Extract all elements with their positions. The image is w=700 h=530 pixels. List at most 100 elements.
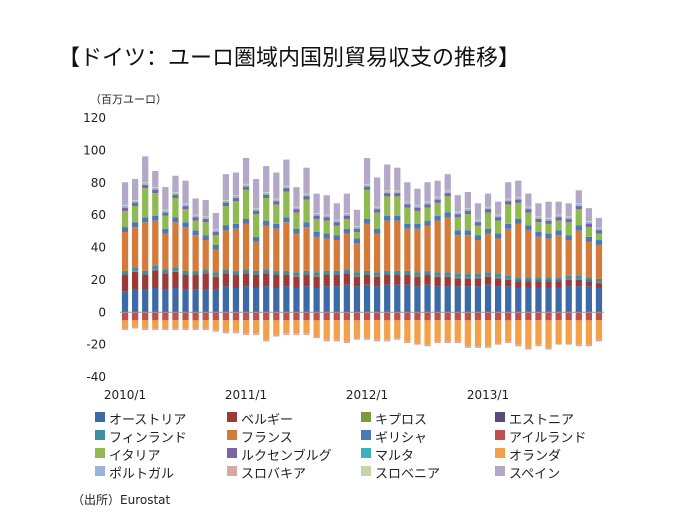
bar-segment (404, 204, 411, 208)
bar-segment (535, 218, 542, 220)
bar-segment (454, 274, 461, 278)
bar-segment (535, 216, 542, 218)
bar-segment (495, 343, 502, 345)
bar-segment (333, 286, 340, 313)
bar-segment (353, 226, 361, 229)
bar-segment (585, 221, 592, 224)
bar-segment (293, 207, 300, 209)
bar-segment (464, 320, 471, 347)
bar-segment (142, 183, 149, 185)
bar-segment (121, 231, 129, 271)
bar-segment (212, 289, 219, 313)
legend-label: オーストリア (109, 413, 187, 428)
bar-segment (555, 235, 562, 278)
bar-segment (273, 228, 280, 271)
bar-segment (585, 281, 592, 287)
bar-segment (363, 189, 371, 220)
bar-segment (162, 212, 169, 213)
bar-segment (343, 269, 350, 273)
bar-segment (565, 286, 572, 313)
bar-segment (484, 276, 492, 285)
bar-segment (484, 320, 492, 347)
bar-segment (535, 236, 542, 278)
bar-segment (343, 272, 350, 274)
bar-segment (525, 225, 532, 231)
bar-segment (283, 312, 290, 321)
bar-segment (555, 281, 562, 282)
bar-segment (555, 320, 562, 343)
bar-segment (152, 187, 159, 188)
bar-segment (152, 189, 159, 194)
bar-segment (374, 286, 381, 313)
bar-segment (172, 287, 179, 313)
bar-segment (313, 215, 320, 220)
bar-segment (535, 217, 542, 219)
bar-segment (333, 221, 340, 223)
bar-segment (222, 272, 229, 274)
bar-segment (444, 275, 451, 277)
bar-segment (525, 277, 532, 281)
bar-segment (293, 212, 300, 229)
bar-segment (273, 274, 280, 275)
bar-segment (404, 201, 411, 203)
bar-segment (232, 197, 240, 202)
bar-segment (545, 280, 552, 282)
bar-segment (363, 157, 371, 184)
source-note: （出所）Eurostat (72, 493, 171, 507)
bar-segment (464, 286, 471, 313)
bar-segment (505, 341, 512, 344)
bar-segment (263, 225, 270, 270)
bar-segment (162, 320, 169, 329)
bar-segment (182, 274, 189, 276)
bar-segment (575, 209, 582, 226)
x-tick-label: 2013/1 (467, 388, 509, 402)
bar-segment (121, 270, 129, 275)
bar-segment (515, 280, 522, 282)
bar-segment (121, 205, 129, 208)
bar-segment (424, 275, 431, 285)
bar-segment (273, 274, 280, 276)
bar-segment (585, 312, 592, 321)
bar-segment (585, 344, 592, 347)
bar-segment (242, 186, 250, 187)
bar-segment (232, 274, 240, 275)
bar-segment (333, 240, 340, 271)
bar-segment (162, 273, 169, 290)
bar-segment (464, 191, 471, 209)
bar-segment (575, 204, 582, 206)
bar-segment (353, 276, 361, 287)
bar-segment (454, 278, 461, 287)
bar-segment (374, 276, 381, 287)
bar-segment (585, 208, 592, 222)
bar-segment (353, 275, 361, 277)
bar-segment (323, 233, 330, 239)
bar-segment (313, 312, 320, 321)
bar-segment (434, 202, 441, 216)
bar-segment (333, 312, 340, 321)
legend-swatch (95, 412, 105, 422)
bar-segment (384, 220, 391, 271)
legend-label: ルクセンブルグ (241, 449, 332, 464)
bar-segment (172, 192, 179, 195)
bar-segment (132, 202, 139, 203)
bar-segment (333, 225, 340, 236)
bar-segment (515, 199, 522, 200)
bar-segment (595, 228, 603, 231)
bar-segment (222, 286, 229, 313)
bar-segment (343, 312, 350, 321)
bar-segment (525, 281, 532, 282)
bar-segment (484, 208, 492, 210)
bar-segment (595, 278, 603, 283)
bar-segment (434, 220, 441, 273)
bar-segment (595, 282, 603, 284)
bar-segment (404, 312, 411, 321)
bar-segment (242, 184, 250, 187)
bar-segment (535, 280, 542, 282)
bar-segment (142, 320, 149, 329)
bar-segment (555, 215, 562, 218)
bar-segment (565, 235, 572, 241)
bar-segment (132, 202, 139, 207)
bar-segment (222, 320, 229, 332)
bar-segment (525, 207, 532, 209)
